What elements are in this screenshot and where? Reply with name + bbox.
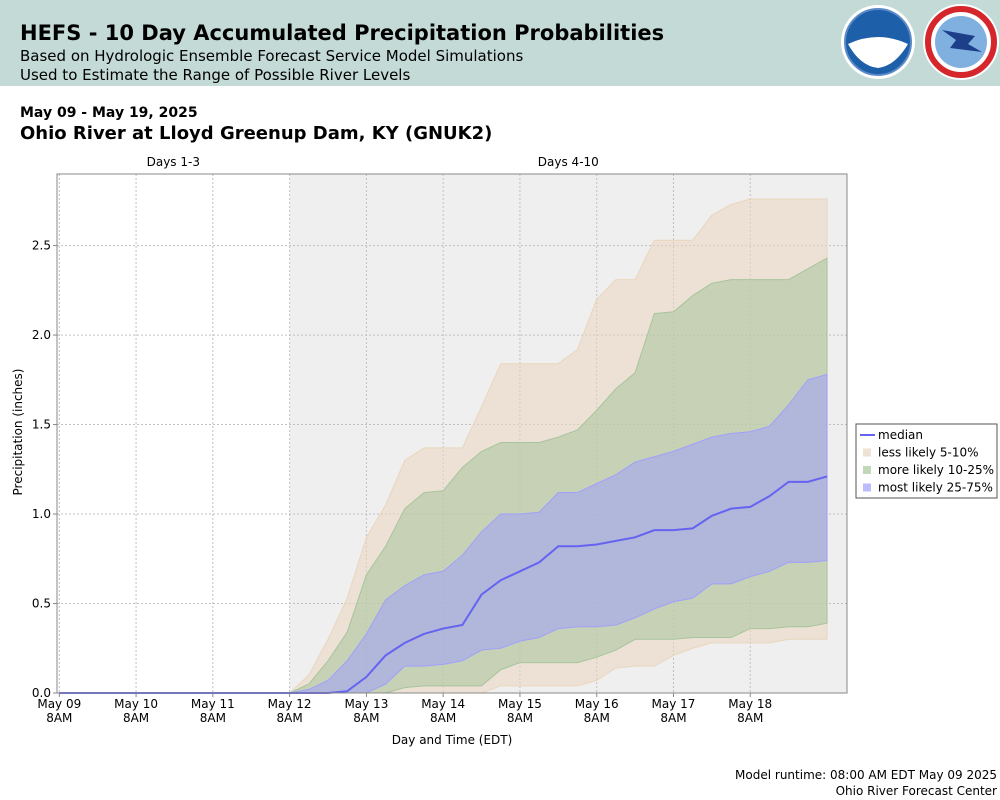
noaa-logo [841,5,915,79]
y-tick-label: 1.0 [32,507,51,521]
legend-label: less likely 5-10% [878,446,979,460]
x-tick-label: May 15 8AM [497,697,542,725]
plot-frame [56,173,848,694]
x-tick-label: May 17 8AM [651,697,696,725]
legend-swatch [863,483,871,492]
x-tick-label: May 09 8AM [37,697,82,725]
legend-label: median [878,428,923,442]
x-tick-label: May 14 8AM [421,697,466,725]
x-tick-label: May 12 8AM [267,697,312,725]
header-title: HEFS - 10 Day Accumulated Precipitation … [20,21,664,45]
date-range: May 09 - May 19, 2025 [20,105,198,121]
chart-title: Ohio River at Lloyd Greenup Dam, KY (GNU… [20,123,492,144]
footer-line: Model runtime: 08:00 AM EDT May 09 2025 [735,768,997,782]
legend: median less likely 5-10% more likely 10-25… [855,423,998,499]
x-tick-label: May 10 8AM [114,697,159,725]
region-label: Days 4-10 [538,155,599,169]
legend-frame [855,423,998,499]
header-bg [0,0,1000,86]
x-tick-label: May 13 8AM [344,697,389,725]
region [57,174,290,693]
legend-label: more likely 10-25% [878,463,994,477]
x-tick-label: May 18 8AM [728,697,773,725]
y-tick-label: 0.5 [32,597,51,611]
y-tick-label: 2.5 [32,239,51,253]
nws-logo [923,4,999,80]
y-tick-label: 2.0 [32,328,51,342]
header-line: Based on Hydrologic Ensemble Forecast Se… [20,47,523,65]
footer-line: Ohio River Forecast Center [836,784,997,798]
y-tick-label: 0.0 [32,686,51,700]
y-tick-label: 1.5 [32,418,51,432]
x-axis-label: Day and Time (EDT) [392,733,513,747]
header-line: Used to Estimate the Range of Possible R… [20,66,410,84]
legend-label: most likely 25-75% [878,481,993,495]
plot: Days 1-3 Days 4-10 0.0 0.5 1.0 1.5 2.0 2.5 media… [32,155,998,700]
legend-swatch [863,466,871,474]
x-tick-label: May 11 8AM [190,697,235,725]
region-label: Days 1-3 [147,155,200,169]
legend-swatch [863,448,871,457]
y-axis-label: Precipitation (inches) [11,369,25,496]
x-tick-label: May 16 8AM [574,697,619,725]
